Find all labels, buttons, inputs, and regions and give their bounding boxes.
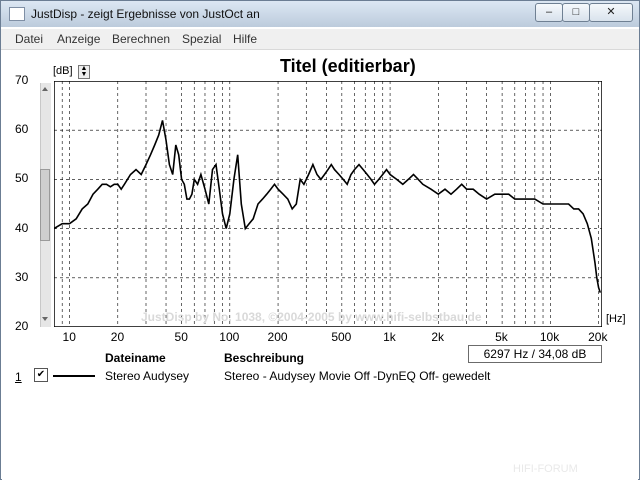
y-tick-label: 60 [15,122,29,137]
corner-watermark: HIFI-FORUM [513,463,578,475]
x-tick-label: 500 [331,330,352,344]
x-tick-label: 10k [539,330,560,344]
menu-berechnen[interactable]: Berechnen [112,32,171,46]
x-tick-label: 2k [431,330,445,344]
x-tick-label: 1k [383,330,396,344]
menu-datei[interactable]: Datei [15,32,44,46]
column-header-filename: Dateiname [105,351,166,365]
x-tick-label: 100 [219,330,240,344]
minimize-button[interactable]: – [535,3,563,22]
series-visibility-checkbox[interactable]: ✔ [34,368,48,382]
y-tick-label: 40 [15,220,29,235]
cursor-readout: 6297 Hz / 34,08 dB [468,345,602,363]
menu-bar: Datei Anzeige Berechnen Spezial Hilfe [1,29,639,50]
x-unit-label: [Hz] [606,313,626,325]
chart-title[interactable]: Titel (editierbar) [280,56,416,76]
row-number[interactable]: 1 [15,370,22,384]
y-tick-label: 30 [15,269,29,284]
x-tick-label: 20k [588,330,608,344]
menu-hilfe[interactable]: Hilfe [233,32,258,46]
watermark: JustDisp by No. 1038, ©2004-2005 by www.… [141,310,482,324]
menu-anzeige[interactable]: Anzeige [57,32,101,46]
y-tick-label: 70 [15,73,29,87]
title-bar[interactable]: JustDisp - zeigt Ergebnisse von JustOct … [1,1,639,27]
app-icon [9,7,25,21]
x-tick-label: 200 [267,330,288,344]
x-tick-label: 5k [495,330,508,344]
description-cell: Stereo - Audysey Movie Off -DynEQ Off- g… [224,369,491,383]
legend-line [53,375,95,377]
x-tick-label: 20 [110,330,125,344]
x-tick-label: 10 [62,330,76,344]
series-stereo-audysey [54,120,602,293]
y-scroll-thumb[interactable] [40,169,50,241]
menu-spezial[interactable]: Spezial [182,32,222,46]
window-controls: – □ ✕ [535,3,633,22]
db-spin-button[interactable]: ▲ ▼ [78,65,90,79]
y-tick-label: 20 [15,319,29,333]
filename-cell: Stereo Audysey [105,369,190,383]
maximize-button[interactable]: □ [562,3,590,22]
x-tick-label: 50 [174,330,188,344]
scroll-down-icon[interactable] [42,317,48,321]
y-unit-label: [dB] [53,65,73,77]
scroll-up-icon[interactable] [42,87,48,91]
y-tick-label: 50 [15,171,29,186]
column-header-description: Beschreibung [224,351,305,365]
frequency-response-plot[interactable] [54,81,602,327]
close-button[interactable]: ✕ [589,3,633,22]
window-title: JustDisp - zeigt Ergebnisse von JustOct … [31,7,260,21]
